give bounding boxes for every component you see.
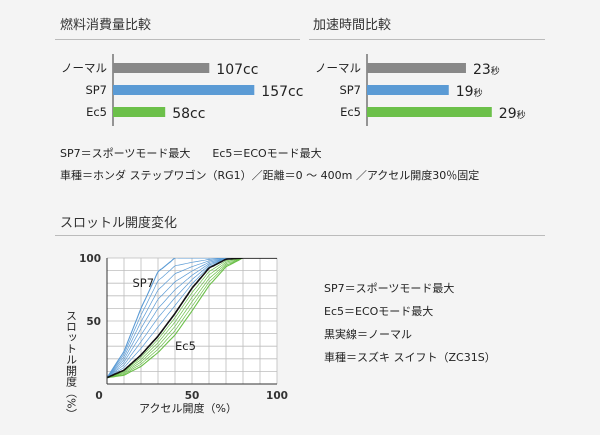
fuel-chart-title: 燃料消費量比較 (60, 18, 152, 33)
y-tick-label: 50 (86, 316, 101, 328)
bar (113, 85, 255, 95)
intermediate-mode-curve (107, 258, 277, 378)
y-axis-label: スロットル開度（%） (65, 310, 78, 419)
mode-legend-note: SP7＝スポーツモード最大 Ec5＝ECOモード最大 (60, 147, 322, 160)
value-label: 19秒 (456, 84, 483, 100)
x-tick-label: 50 (185, 390, 200, 402)
value-label: 157cc (261, 84, 303, 100)
y-tick-label: 100 (79, 253, 101, 265)
intermediate-mode-curve (107, 258, 277, 378)
category-label: Ec5 (86, 105, 107, 119)
sp7-curve (107, 258, 277, 378)
sp7-series-label: SP7 (133, 276, 155, 290)
fuel-bar-chart: ノーマル 107cc SP7 157cc Ec5 58cc (61, 54, 303, 126)
throttle-title-divider (55, 235, 545, 236)
bar (367, 85, 449, 95)
accel-chart-title: 加速時間比較 (313, 18, 392, 33)
value-label: 107cc (216, 62, 258, 78)
category-label: SP7 (85, 83, 107, 97)
value-label: 23秒 (473, 62, 500, 78)
x-tick-label: 0 (95, 390, 102, 402)
intermediate-mode-curve (107, 258, 277, 378)
throttle-chart-title: スロットル開度変化 (60, 216, 178, 231)
intermediate-mode-curve (107, 258, 277, 379)
vehicle-note: 車種＝スズキ スイフト（ZC31S） (324, 351, 496, 364)
value-label: 29秒 (499, 106, 526, 122)
ec5-series-label: Ec5 (175, 339, 196, 353)
intermediate-mode-curve (107, 258, 277, 378)
intermediate-mode-curve (107, 258, 277, 378)
fuel-title-divider (55, 39, 300, 40)
accel-title-divider (309, 39, 545, 40)
intermediate-mode-curve (107, 258, 277, 379)
category-label: ノーマル (315, 61, 361, 75)
x-tick-label: 100 (266, 390, 288, 402)
ec5-legend-note: Ec5＝ECOモード最大 (324, 305, 434, 318)
intermediate-mode-curve (107, 258, 277, 379)
value-label: 58cc (172, 106, 205, 122)
ec5-curve (107, 258, 277, 379)
category-label: SP7 (339, 83, 361, 97)
intermediate-mode-curve (107, 258, 277, 379)
throttle-line-chart: SP7 Ec5 50 100 0 50 100 スロットル開度（%） アクセル開度（%） (65, 253, 288, 419)
category-label: ノーマル (61, 61, 107, 75)
normal-legend-note: 黒実線＝ノーマル (324, 328, 412, 341)
bar (367, 107, 492, 117)
sp7-legend-note: SP7＝スポーツモード最大 (324, 282, 455, 295)
x-axis-label: アクセル開度（%） (139, 401, 237, 415)
category-label: Ec5 (340, 105, 361, 119)
bar (367, 63, 466, 73)
test-condition-note: 車種＝ホンダ ステップワゴン（RG1）／距離＝0 〜 400m ／アクセル開度3… (60, 169, 480, 182)
bar (113, 107, 166, 117)
accel-bar-chart: ノーマル 23秒 SP7 19秒 Ec5 29秒 (315, 54, 526, 126)
intermediate-mode-curve (107, 258, 277, 379)
normal-curve (107, 258, 277, 379)
bar (113, 63, 210, 73)
